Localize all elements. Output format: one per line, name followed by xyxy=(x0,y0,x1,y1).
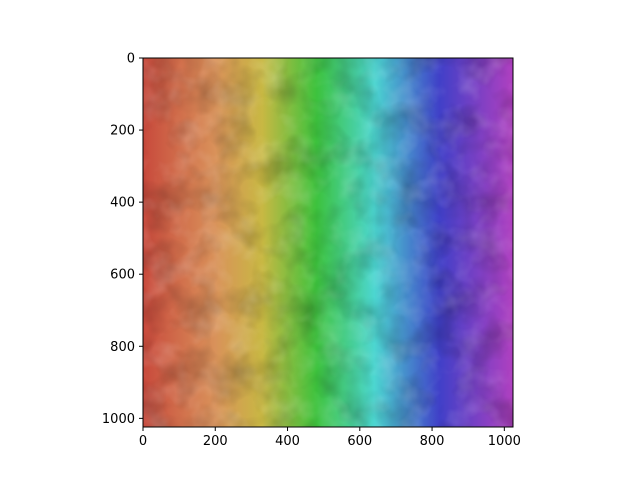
y-tick-label: 800 xyxy=(110,340,135,355)
y-tick-label: 1000 xyxy=(102,412,135,427)
x-axis: 0 200 400 600 800 1000 xyxy=(139,427,521,449)
plot-frame xyxy=(142,57,514,428)
y-axis: 0 200 400 600 800 1000 xyxy=(102,52,143,427)
plot-area xyxy=(143,58,513,427)
x-tick-label: 800 xyxy=(420,434,445,449)
x-tick-label: 0 xyxy=(139,434,147,449)
x-tick-label: 600 xyxy=(347,434,372,449)
y-tick-label: 200 xyxy=(110,124,135,139)
x-tick-label: 1000 xyxy=(488,434,521,449)
y-tick-label: 600 xyxy=(110,268,135,283)
y-tick-label: 400 xyxy=(110,196,135,211)
x-tick-label: 200 xyxy=(203,434,228,449)
y-tick-label: 0 xyxy=(127,52,135,67)
heatmap-light-texture xyxy=(143,58,513,427)
x-tick-label: 400 xyxy=(275,434,300,449)
